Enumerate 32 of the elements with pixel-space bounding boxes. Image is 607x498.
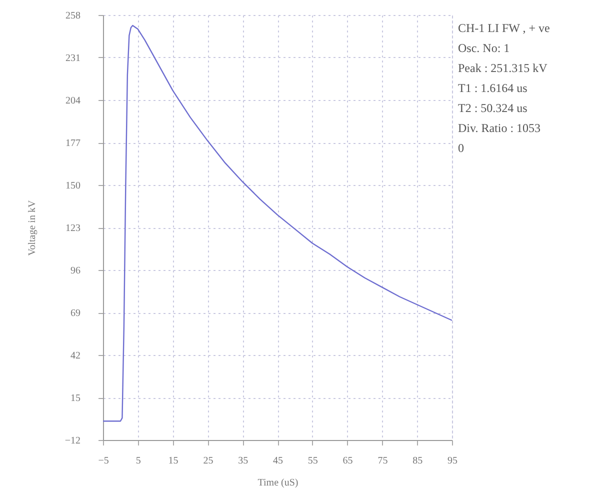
x-tick-label: 55 [308, 456, 318, 466]
y-tick-label: 96 [70, 266, 80, 276]
y-tick-label: 204 [66, 96, 80, 106]
y-tick-label: −12 [64, 436, 80, 446]
y-tick-label: 177 [66, 138, 80, 149]
x-tick-label: 95 [448, 456, 458, 466]
y-tick-label: 15 [70, 393, 80, 404]
x-tick-label: −5 [98, 456, 109, 466]
x-tick-label: 85 [412, 456, 423, 466]
x-tick-label: 5 [136, 456, 141, 466]
text: Peak : 251.315 kV [458, 61, 548, 75]
y-tick-label: 123 [66, 223, 80, 234]
line-series [103, 24, 452, 422]
x-tick-label: 45 [273, 456, 283, 466]
y-tick-label: 150 [66, 180, 80, 192]
x-tick-label: 75 [378, 456, 388, 466]
x-tick-label: 15 [168, 456, 178, 466]
text: Div. Ratio : 1053 [458, 121, 541, 135]
y-tick-label: 69 [70, 308, 80, 319]
y-tick-label: 42 [70, 350, 80, 362]
text: Osc. No: 1 [458, 41, 510, 55]
y-tick-label: 258 [66, 10, 80, 22]
x-tick-label: 65 [342, 456, 353, 466]
y-tick-label: 231 [66, 53, 80, 64]
x-tick-label: 35 [238, 456, 248, 466]
text: CH-1 LI FW , + ve [458, 21, 550, 35]
x-axis-title: Time (uS) [258, 478, 298, 488]
text: T1 : 1.6164 us [458, 81, 528, 95]
x-tick-label: 25 [203, 456, 214, 466]
y-axis-title: Voltage in kV [26, 200, 38, 256]
text: 0 [458, 141, 464, 155]
text: T2 : 50.324 us [458, 101, 528, 115]
